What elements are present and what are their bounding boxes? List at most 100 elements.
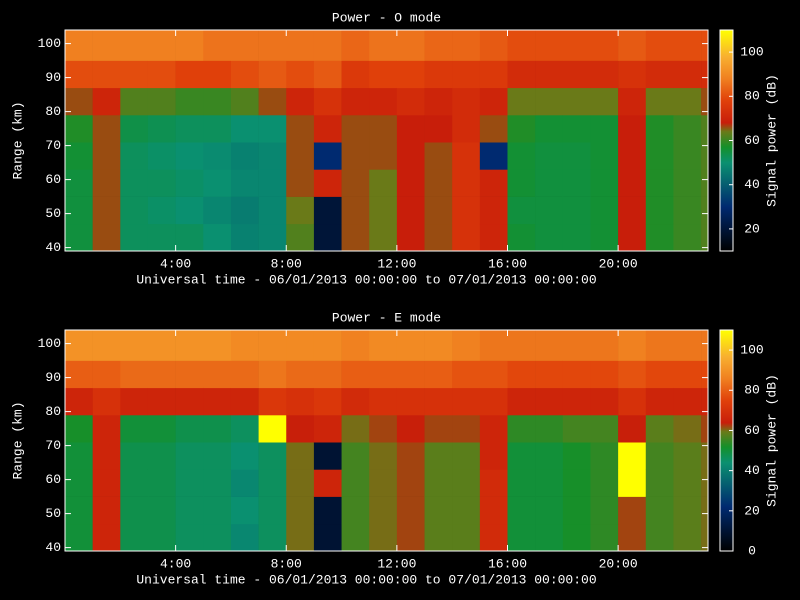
heatmap-cell: [65, 330, 93, 361]
heatmap-cell: [231, 442, 259, 470]
heatmap-cell: [507, 88, 535, 116]
heatmap-cell: [618, 330, 646, 361]
heatmap-cell: [176, 330, 204, 361]
heatmap-cell: [701, 442, 708, 470]
y-tick-label: 100: [38, 36, 61, 51]
heatmap-cell: [397, 330, 425, 361]
heatmap-cell: [65, 61, 93, 89]
y-tick-label: 90: [45, 70, 61, 85]
heatmap-cell: [646, 30, 674, 61]
heatmap-cell: [425, 442, 453, 470]
heatmap-cell: [452, 469, 480, 497]
heatmap-cell: [452, 224, 480, 252]
heatmap-cell: [65, 197, 93, 225]
x-tick-label: 12:00: [377, 556, 416, 571]
heatmap-cell: [369, 142, 397, 170]
heatmap-cell: [148, 115, 176, 143]
heatmap-cell: [231, 61, 259, 89]
heatmap-cell: [590, 524, 618, 552]
heatmap-cell: [618, 169, 646, 197]
heatmap-cell: [203, 361, 231, 389]
heatmap-cell: [425, 115, 453, 143]
colorbar-tick-label: 80: [744, 89, 760, 104]
heatmap-cell: [646, 524, 674, 552]
heatmap-cell: [618, 524, 646, 552]
heatmap-cell: [425, 415, 453, 443]
heatmap-cell: [93, 361, 121, 389]
heatmap-cell: [701, 197, 708, 225]
heatmap-cell: [203, 497, 231, 524]
heatmap-cell: [425, 169, 453, 197]
y-tick-label: 100: [38, 336, 61, 351]
heatmap-cell: [452, 169, 480, 197]
heatmap-cell: [176, 142, 204, 170]
heatmap-cell: [314, 115, 342, 143]
heatmap-cell: [425, 388, 453, 416]
heatmap-cell: [314, 88, 342, 116]
heatmap-cell: [93, 115, 121, 143]
heatmap-cell: [618, 469, 646, 497]
heatmap-cell: [286, 142, 314, 170]
heatmap-cell: [701, 169, 708, 197]
y-tick-label: 80: [45, 404, 61, 419]
heatmap-cell: [507, 197, 535, 225]
heatmap-cell: [535, 169, 563, 197]
heatmap-cell: [231, 142, 259, 170]
heatmap-cell: [120, 142, 148, 170]
heatmap-cell: [563, 30, 591, 61]
heatmap-cell: [314, 361, 342, 389]
heatmap-cell: [148, 224, 176, 252]
heatmap-cell: [93, 442, 121, 470]
heatmap-cell: [120, 524, 148, 552]
heatmap-cell: [646, 415, 674, 443]
x-axis-label: Universal time - 06/01/2013 00:00:00 to …: [136, 572, 596, 587]
heatmap-cell: [259, 197, 287, 225]
heatmap-cell: [120, 388, 148, 416]
y-tick-label: 70: [45, 138, 61, 153]
heatmap-cell: [480, 388, 508, 416]
heatmap-cell: [425, 330, 453, 361]
heatmap-cell: [93, 469, 121, 497]
heatmap-cell: [563, 388, 591, 416]
heatmap-cell: [452, 388, 480, 416]
heatmap-cell: [563, 415, 591, 443]
heatmap-cell: [563, 197, 591, 225]
heatmap-cell: [590, 115, 618, 143]
heatmap-cell: [342, 361, 370, 389]
heatmap-cell: [397, 30, 425, 61]
heatmap-cell: [452, 361, 480, 389]
heatmap-cell: [259, 224, 287, 252]
heatmap-cell: [148, 169, 176, 197]
heatmap-cell: [397, 197, 425, 225]
heatmap-cell: [120, 115, 148, 143]
heatmap-cell: [314, 497, 342, 524]
heatmap-cell: [203, 415, 231, 443]
heatmap-cell: [148, 442, 176, 470]
heatmap-cell: [618, 115, 646, 143]
heatmap-cell: [618, 88, 646, 116]
heatmap-cell: [590, 497, 618, 524]
heatmap-cell: [397, 142, 425, 170]
heatmap-cell: [618, 61, 646, 89]
heatmap-cell: [231, 469, 259, 497]
heatmap-cell: [618, 197, 646, 225]
heatmap-cell: [314, 61, 342, 89]
heatmap-cell: [203, 442, 231, 470]
heatmap-cell: [452, 115, 480, 143]
heatmap-cell: [507, 224, 535, 252]
heatmap-cell: [507, 524, 535, 552]
heatmap-cell: [176, 497, 204, 524]
heatmap-cell: [342, 497, 370, 524]
heatmap-cell: [563, 224, 591, 252]
heatmap-cell: [425, 142, 453, 170]
heatmap-cell: [590, 142, 618, 170]
heatmap-cell: [397, 61, 425, 89]
heatmap-cell: [563, 361, 591, 389]
heatmap-cell: [231, 524, 259, 552]
heatmap-cell: [618, 388, 646, 416]
heatmap-cell: [425, 61, 453, 89]
heatmap-cell: [701, 61, 708, 89]
heatmap-cell: [535, 197, 563, 225]
heatmap-cell: [590, 197, 618, 225]
heatmap-cell: [618, 442, 646, 470]
